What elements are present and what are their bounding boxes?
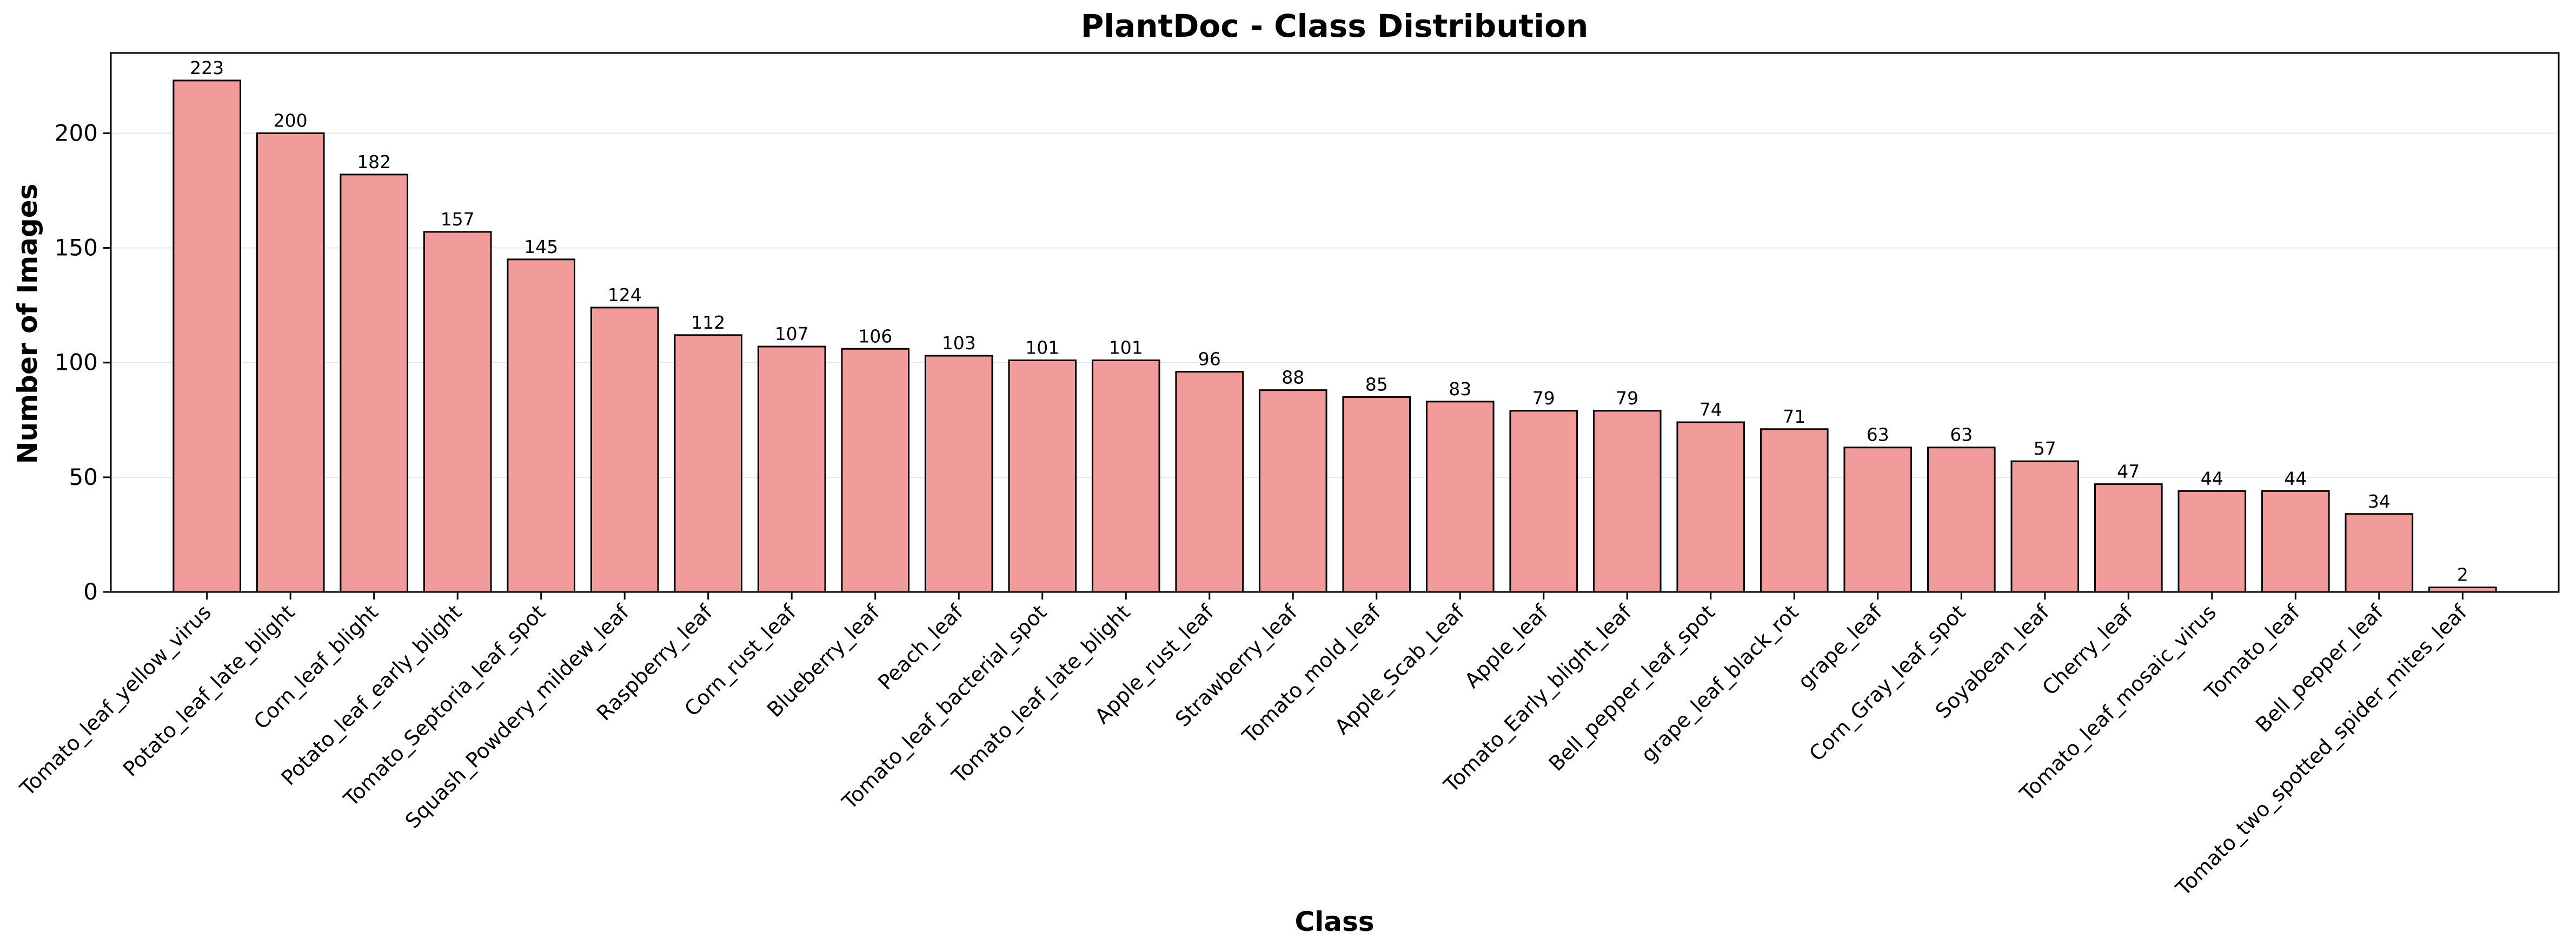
bar-value-label: 88 [1282,367,1304,388]
bar-value-labels: 223 200 182 157 145 124 112 107 106 103 101 101 96 88… [190,57,2468,585]
bar [2010,460,2080,593]
bar [2177,490,2247,593]
bar-value-label: 200 [274,110,308,131]
bar [340,174,408,593]
bar-value-label: 124 [608,284,642,305]
y-ticks: 0 50 100 150 200 [55,119,111,605]
y-tick-label: 100 [55,349,98,376]
bar [1091,360,1160,593]
x-tick-label: Tomato_two_spotted_spider_mites_leaf [2171,600,2472,901]
bar [1425,401,1495,593]
bar-value-label: 34 [2368,491,2391,512]
bar-value-label: 223 [190,57,224,78]
bar [757,345,826,593]
bar-value-label: 63 [1867,424,1889,445]
y-tick-label: 50 [69,464,98,490]
bar-value-label: 44 [2201,468,2223,489]
bar-value-label: 101 [1025,337,1059,358]
bar-value-label: 79 [1616,388,1638,409]
bar-value-label: 44 [2284,468,2307,489]
x-tick-label: grape_leaf [1794,600,1888,694]
bar-value-label: 96 [1198,349,1221,370]
bar [674,334,743,593]
bar-value-label: 47 [2117,461,2140,482]
plot-frame [110,52,2560,593]
chart-title: PlantDoc - Class Distribution [1081,8,1589,44]
x-ticks: Tomato_leaf_yellow_virusPotato_leaf_late… [15,592,2472,901]
bar [1509,410,1578,593]
x-tick-label: Potato_leaf_late_blight [118,600,300,781]
y-tick-label: 0 [83,578,98,605]
bar [1676,421,1745,593]
bar-value-label: 63 [1950,424,1973,445]
bar-value-label: 182 [357,151,391,172]
bar [507,258,576,593]
bar [1258,389,1327,593]
x-tick-label: Tomato_mold_leaf [1237,600,1386,748]
bar-value-label: 57 [2034,438,2056,459]
y-tick-label: 200 [55,119,98,146]
bar-value-label: 83 [1449,378,1471,400]
bar-value-label: 71 [1783,406,1805,427]
bar [2345,513,2414,593]
bar-value-label: 112 [691,312,725,333]
bar [1592,410,1662,593]
x-axis-label: Class [1294,906,1374,937]
bar-value-label: 106 [858,325,892,347]
bar [1008,360,1077,593]
bar-value-label: 157 [441,209,475,230]
bar [423,231,492,593]
bar-value-label: 79 [1532,388,1555,409]
bar [1843,447,1913,593]
y-tick-label: 150 [55,235,98,261]
x-tick-label: Tomato_leaf_late_blight [947,600,1135,788]
axes [110,52,2560,593]
bar [172,79,241,593]
x-tick-label: Bell_pepper_leaf_spot [1544,600,1720,776]
bar-value-label: 85 [1365,374,1388,395]
bar-value-label: 2 [2457,564,2468,585]
bar-value-label: 103 [942,332,976,354]
y-axis-label: Number of Images [12,184,43,464]
bar [1175,371,1244,593]
x-tick-label: Corn_Gray_leaf_spot [1804,600,1970,765]
bar-value-label: 145 [524,236,558,257]
bar [924,355,993,593]
bar-value-label: 74 [1699,399,1722,420]
bar [2094,483,2163,593]
bar [1342,396,1411,593]
bar [256,132,325,593]
x-tick-label: Apple_leaf [1460,600,1553,693]
bar-value-label: 107 [775,323,809,344]
bars [172,79,2497,593]
bar [2261,490,2330,593]
bar [1760,428,1829,593]
x-tick-label: grape_leaf_black_rot [1636,600,1803,767]
bar [841,348,910,593]
bar [1927,447,1996,593]
bar-value-label: 101 [1109,337,1143,358]
bar [590,307,659,593]
